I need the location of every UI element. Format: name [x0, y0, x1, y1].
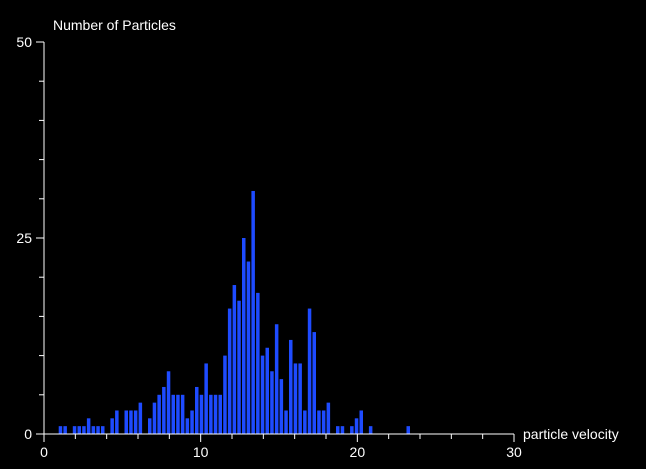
bar: [101, 426, 105, 434]
x-tick-label-20: 20: [350, 444, 366, 460]
bar: [321, 410, 326, 434]
x-tick-label-30: 30: [506, 444, 522, 460]
bar: [77, 426, 81, 434]
x-axis-label: particle velocity: [523, 426, 619, 442]
y-tick-label-25: 25: [16, 230, 32, 246]
bar: [162, 386, 166, 434]
bar: [312, 332, 316, 434]
bar: [124, 410, 128, 434]
bar: [368, 426, 373, 434]
y-minor-ticks: [36, 41, 44, 435]
bar: [303, 410, 307, 434]
bar: [157, 394, 161, 434]
bar: [317, 410, 321, 434]
bar: [293, 363, 298, 434]
bar: [279, 379, 284, 434]
bar: [326, 402, 331, 434]
bar: [110, 418, 114, 434]
bar: [242, 238, 246, 434]
bar: [307, 308, 312, 434]
bar: [91, 426, 96, 434]
bar: [190, 410, 194, 434]
x-tick-label-10: 10: [193, 444, 209, 460]
bar: [171, 394, 175, 434]
bar: [251, 190, 255, 434]
bar: [185, 418, 190, 434]
bar: [223, 355, 227, 434]
bar: [256, 292, 260, 434]
bar: [237, 300, 241, 434]
bar: [96, 426, 100, 434]
axes-group: [36, 41, 515, 442]
bar: [289, 339, 293, 434]
y-axis-label: Number of Particles: [53, 17, 176, 33]
y-tick-label-0: 0: [24, 426, 32, 442]
bar: [350, 426, 354, 434]
bar: [82, 426, 86, 434]
bar: [133, 410, 138, 434]
bar: [227, 308, 232, 434]
x-minor-ticks: [43, 434, 515, 442]
bar: [274, 324, 279, 434]
bars-group: [58, 190, 410, 434]
bar: [246, 261, 251, 434]
bar: [260, 355, 265, 434]
bar: [359, 410, 363, 434]
bar: [180, 394, 185, 434]
bar: [270, 371, 274, 434]
bar: [58, 426, 63, 434]
bar: [129, 410, 133, 434]
bar: [265, 347, 269, 434]
bar: [406, 426, 410, 434]
bar: [63, 426, 67, 434]
bar: [176, 394, 180, 434]
y-tick-label-50: 50: [16, 34, 32, 50]
bar: [152, 402, 157, 434]
bar: [209, 394, 213, 434]
bar: [148, 418, 152, 434]
bar: [199, 394, 204, 434]
bar: [195, 386, 199, 434]
x-tick-label-0: 0: [40, 444, 48, 460]
bar: [166, 371, 171, 434]
bar: [86, 418, 91, 434]
bar: [204, 363, 208, 434]
bar: [138, 402, 143, 434]
bar: [298, 363, 302, 434]
bar: [340, 426, 345, 434]
bar: [354, 418, 359, 434]
tick-labels: 0 25 50 0 10 20 30: [16, 34, 522, 460]
bar: [232, 285, 237, 434]
bar: [336, 426, 340, 434]
bar: [115, 410, 119, 434]
bar: [72, 426, 77, 434]
bar: [213, 394, 218, 434]
bar: [218, 394, 222, 434]
bar: [284, 410, 288, 434]
